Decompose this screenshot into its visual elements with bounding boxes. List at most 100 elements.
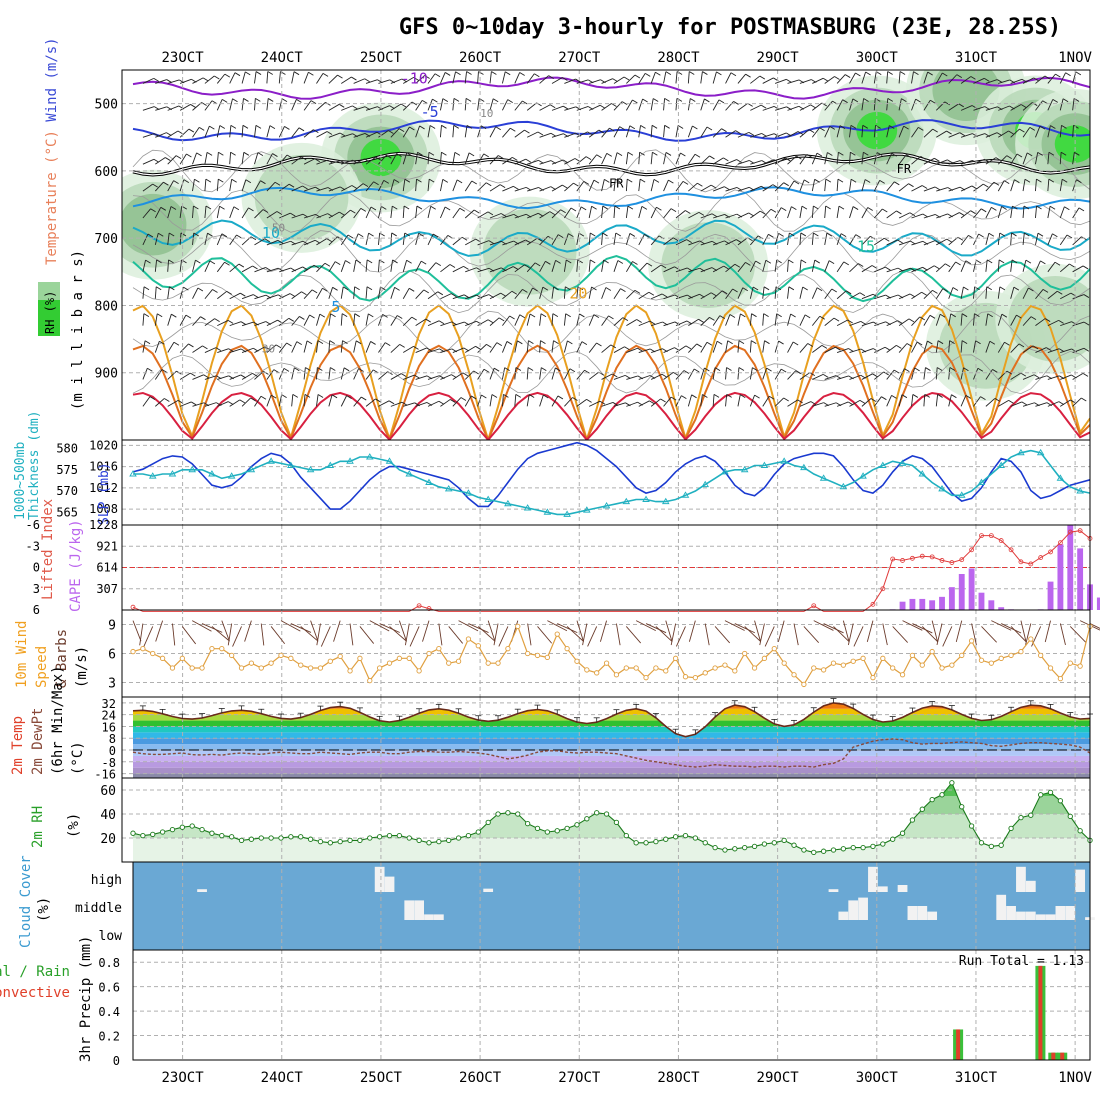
wind-barb-flag bbox=[1062, 98, 1069, 103]
wind-barb-flag bbox=[626, 178, 633, 183]
wind-barb-10m bbox=[409, 626, 420, 647]
wind-barb-flag bbox=[887, 71, 893, 75]
wind-barb-flag bbox=[837, 178, 844, 183]
wind-barb bbox=[749, 235, 759, 246]
rh-marker bbox=[890, 836, 896, 842]
rh-marker bbox=[1038, 792, 1044, 798]
wind-barb bbox=[154, 207, 162, 219]
wind-barb-flag bbox=[944, 101, 951, 106]
wind-barb bbox=[985, 341, 991, 353]
wind-barb bbox=[514, 394, 517, 407]
wind-barb-flag bbox=[462, 372, 469, 377]
wind-barb bbox=[551, 340, 554, 353]
thickness-marker bbox=[326, 461, 335, 468]
wind-barb bbox=[836, 152, 839, 165]
rh-marker bbox=[791, 842, 797, 848]
wind-barb-flag bbox=[557, 395, 564, 400]
wind-barb-flag bbox=[461, 236, 468, 241]
wind-barb bbox=[1010, 232, 1012, 245]
wind-barb bbox=[390, 373, 402, 380]
wind-barb-flag bbox=[424, 75, 430, 79]
wind-barb-10m bbox=[181, 626, 197, 645]
wind-barb-flag bbox=[894, 181, 900, 186]
rh-marker bbox=[357, 837, 363, 844]
wind-barb bbox=[402, 316, 413, 326]
thickness-marker bbox=[642, 495, 650, 502]
wind-barb bbox=[886, 98, 889, 111]
wind-speed-marker bbox=[1047, 665, 1054, 671]
wind-barb bbox=[316, 102, 326, 111]
wind-barb-flag bbox=[1003, 180, 1010, 185]
rh-fill bbox=[133, 782, 1090, 862]
wind-barb bbox=[501, 394, 504, 407]
wind-barb-flag bbox=[293, 71, 300, 76]
wind-barb bbox=[1022, 374, 1035, 380]
wind-barb bbox=[539, 132, 552, 138]
wind-barb-flag bbox=[1019, 128, 1025, 133]
wind-barb bbox=[1022, 152, 1028, 165]
wind-barb bbox=[489, 213, 502, 219]
wind-barb bbox=[787, 286, 790, 299]
wind-barb bbox=[142, 233, 149, 246]
wind-speed-marker bbox=[406, 655, 412, 661]
wind-barb-flag bbox=[603, 259, 609, 264]
wind-barb-flag bbox=[1036, 178, 1042, 183]
wind-speed-marker bbox=[544, 654, 551, 661]
wind-barb-flag bbox=[625, 374, 631, 379]
rh-tick-label: 40 bbox=[100, 808, 116, 823]
rh-marker bbox=[840, 846, 847, 852]
wind-barb bbox=[774, 106, 787, 111]
wind-barb bbox=[861, 71, 867, 84]
wind-barb bbox=[948, 313, 952, 326]
cloud-block bbox=[1065, 906, 1076, 920]
wind-barb bbox=[1035, 347, 1047, 353]
wind-barb-10m bbox=[260, 623, 265, 646]
thickness-marker bbox=[740, 465, 749, 473]
wind-barb-flag bbox=[430, 205, 436, 210]
cape-bar bbox=[909, 598, 916, 610]
wind-barb-flag bbox=[904, 368, 910, 373]
wind-barb bbox=[1022, 316, 1032, 326]
wind-barb bbox=[539, 340, 541, 353]
wind-barb-10m bbox=[487, 620, 496, 642]
wind-barb bbox=[861, 321, 874, 327]
wind-barb bbox=[886, 181, 895, 192]
wind-barb bbox=[328, 211, 340, 219]
wind-barb-flag bbox=[438, 400, 445, 405]
wind-barb-flag bbox=[1013, 286, 1020, 291]
wind-barb bbox=[675, 345, 687, 353]
wind-barb-flag bbox=[1083, 321, 1090, 326]
thickness-marker bbox=[148, 472, 157, 479]
wind-barb bbox=[539, 186, 551, 192]
wind-barb-flag bbox=[250, 236, 257, 241]
wind-barb-flag bbox=[636, 319, 642, 323]
wind-barb bbox=[241, 321, 254, 327]
wind-barb bbox=[179, 206, 183, 219]
wind-barb-flag bbox=[1052, 233, 1058, 238]
wind-barb-flag bbox=[267, 71, 273, 75]
wind-barb-flag bbox=[219, 125, 226, 129]
wind-barb-10m bbox=[866, 620, 874, 643]
wind-barb bbox=[1059, 152, 1062, 165]
wind-barb bbox=[650, 72, 656, 84]
wind-speed-marker bbox=[988, 660, 994, 666]
cloud-block bbox=[1025, 911, 1036, 920]
wind-axis-title-line: Speed bbox=[34, 646, 50, 688]
wind-barb-flag bbox=[252, 265, 258, 270]
wind-barb bbox=[1010, 104, 1022, 111]
lifted-index-marker bbox=[919, 553, 925, 559]
wind-barb-flag bbox=[755, 260, 761, 265]
wind-barb bbox=[935, 367, 938, 380]
wind-barb-flag bbox=[500, 213, 507, 217]
wind-barb-flag bbox=[1036, 205, 1042, 210]
wind-barb-10m bbox=[172, 623, 176, 646]
precip-legend-total: Total / Rain bbox=[0, 964, 70, 980]
wind-barb-flag bbox=[200, 316, 206, 321]
wind-barb-flag bbox=[234, 72, 241, 77]
wind-barb bbox=[353, 183, 364, 192]
wind-barb-flag bbox=[428, 178, 435, 183]
wind-barb-flag bbox=[388, 130, 394, 134]
wind-barb bbox=[762, 208, 772, 219]
wind-barb-flag bbox=[566, 259, 572, 264]
wind-barb bbox=[836, 99, 843, 111]
